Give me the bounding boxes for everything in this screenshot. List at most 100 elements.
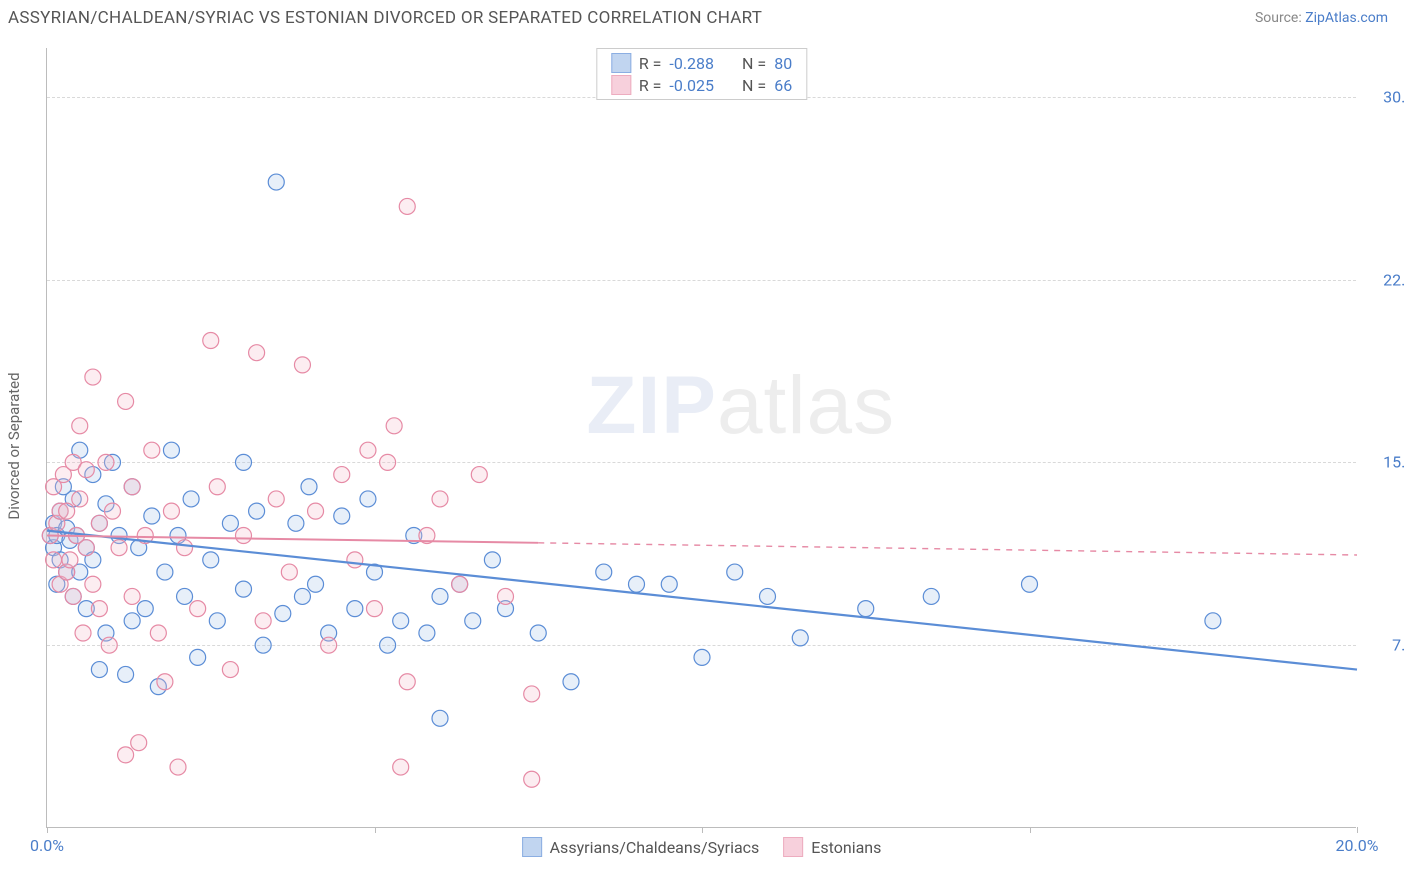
y-tick-label: 7.5% (1366, 636, 1406, 655)
data-point (124, 613, 140, 629)
data-point (101, 637, 117, 653)
data-point (471, 467, 487, 483)
x-tick-mark (1357, 827, 1358, 833)
chart-plot-area: ZIPatlas 7.5%15.0%22.5%30.0% 0.0%20.0% R… (46, 48, 1356, 828)
data-point (222, 662, 238, 678)
data-point (111, 540, 127, 556)
legend-r-label: R = (639, 76, 662, 95)
data-point (524, 771, 540, 787)
data-point (380, 637, 396, 653)
data-point (177, 540, 193, 556)
data-point (75, 625, 91, 641)
x-tick-mark (375, 827, 376, 833)
y-tick-label: 22.5% (1366, 270, 1406, 289)
data-point (170, 759, 186, 775)
data-point (432, 491, 448, 507)
data-point (694, 649, 710, 665)
chart-title: ASSYRIAN/CHALDEAN/SYRIAC VS ESTONIAN DIV… (8, 8, 762, 28)
data-point (236, 454, 252, 470)
data-point (163, 503, 179, 519)
legend-series-label: Assyrians/Chaldeans/Syriacs (550, 838, 760, 857)
data-point (432, 710, 448, 726)
legend-row: R =-0.288N =80 (611, 53, 792, 73)
data-point (268, 174, 284, 190)
data-point (419, 625, 435, 641)
data-point (118, 747, 134, 763)
data-point (1022, 576, 1038, 592)
data-point (137, 601, 153, 617)
y-axis-label: Divorced or Separated (5, 372, 23, 519)
data-point (203, 552, 219, 568)
data-point (144, 508, 160, 524)
data-point (308, 576, 324, 592)
legend-swatch (522, 837, 542, 857)
y-tick-label: 15.0% (1366, 453, 1406, 472)
legend-item: Estonians (783, 837, 881, 857)
data-point (367, 601, 383, 617)
data-point (255, 613, 271, 629)
data-point (209, 479, 225, 495)
data-point (236, 581, 252, 597)
series-legend: Assyrians/Chaldeans/Syriacs Estonians (522, 837, 882, 857)
data-point (308, 503, 324, 519)
data-point (294, 588, 310, 604)
data-point (524, 686, 540, 702)
x-tick-label: 20.0% (1336, 836, 1379, 855)
legend-n-value: 66 (774, 76, 792, 95)
data-point (360, 442, 376, 458)
data-point (452, 576, 468, 592)
source-link[interactable]: ZipAtlas.com (1305, 10, 1388, 26)
data-point (399, 198, 415, 214)
data-point (301, 479, 317, 495)
data-point (288, 515, 304, 531)
data-point (157, 674, 173, 690)
data-point (275, 606, 291, 622)
data-point (131, 735, 147, 751)
x-tick-mark (702, 827, 703, 833)
data-point (124, 588, 140, 604)
data-point (78, 540, 94, 556)
data-point (393, 613, 409, 629)
data-point (209, 613, 225, 629)
data-point (727, 564, 743, 580)
data-point (118, 393, 134, 409)
data-point (59, 503, 75, 519)
data-point (85, 369, 101, 385)
data-point (62, 552, 78, 568)
data-point (144, 442, 160, 458)
data-point (321, 637, 337, 653)
data-point (72, 491, 88, 507)
data-point (118, 666, 134, 682)
legend-swatch (783, 837, 803, 857)
legend-row: R =-0.025N =66 (611, 75, 792, 95)
data-point (629, 576, 645, 592)
data-point (432, 588, 448, 604)
data-point (268, 491, 284, 507)
data-point (858, 601, 874, 617)
data-point (380, 454, 396, 470)
data-point (65, 588, 81, 604)
data-point (334, 467, 350, 483)
data-point (183, 491, 199, 507)
legend-series-label: Estonians (811, 838, 881, 857)
x-tick-label: 0.0% (30, 836, 64, 855)
data-point (661, 576, 677, 592)
data-point (393, 759, 409, 775)
data-point (236, 528, 252, 544)
trend-line (47, 531, 1357, 670)
y-tick-label: 30.0% (1366, 87, 1406, 106)
data-point (399, 674, 415, 690)
data-point (157, 564, 173, 580)
legend-r-value: -0.025 (669, 76, 714, 95)
correlation-legend: R =-0.288N =80R =-0.025N =66 (596, 48, 807, 100)
data-point (347, 552, 363, 568)
data-point (203, 333, 219, 349)
data-point (1205, 613, 1221, 629)
data-point (347, 601, 363, 617)
data-point (792, 630, 808, 646)
data-point (596, 564, 612, 580)
data-point (78, 462, 94, 478)
data-point (190, 601, 206, 617)
data-point (190, 649, 206, 665)
data-point (294, 357, 310, 373)
